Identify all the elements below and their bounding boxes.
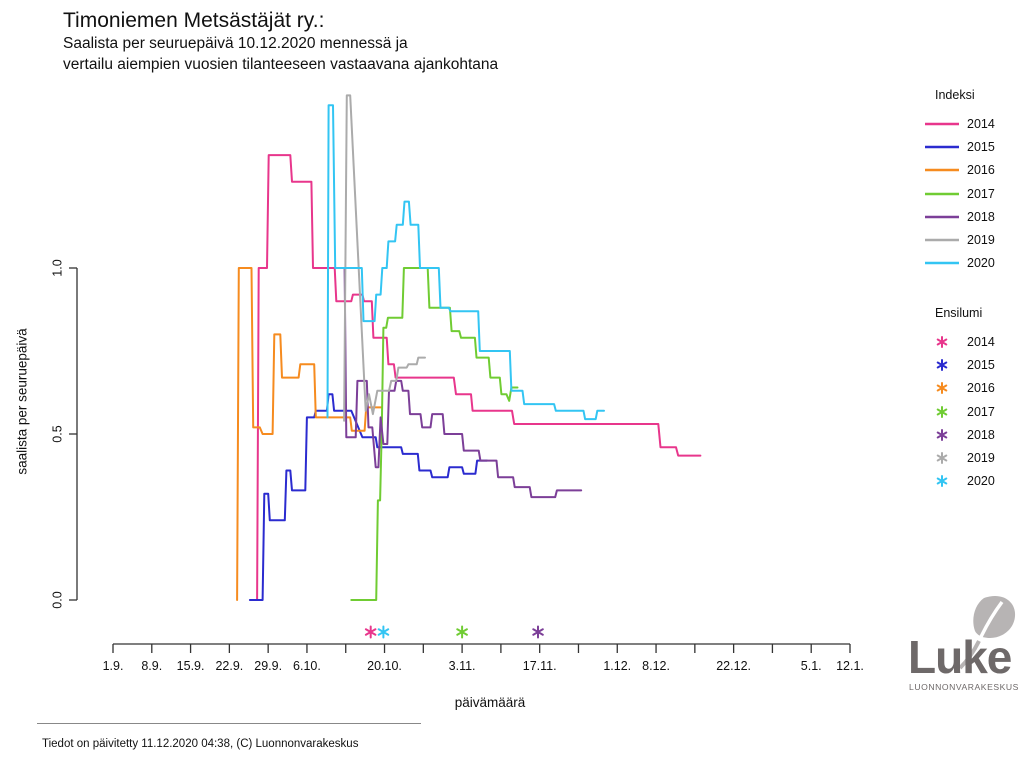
ensilumi-mark-2018 bbox=[532, 625, 544, 639]
footer-updated-text: Tiedot on päivitetty 11.12.2020 04:38, (… bbox=[42, 738, 359, 750]
star-icon bbox=[936, 428, 948, 441]
y-tick-label: 0.5 bbox=[50, 425, 64, 442]
legend-year-label: 2017 bbox=[967, 186, 995, 201]
legend-year-label: 2016 bbox=[967, 163, 995, 178]
legend-ensilumi: Ensilumi 2014 2015 2016 2017 2018 2019 2020 bbox=[925, 306, 1020, 493]
legend-ensilumi-item-2017: 2017 bbox=[925, 400, 1020, 423]
ensilumi-mark-2017 bbox=[456, 625, 468, 639]
legend-indeksi-title: Indeksi bbox=[935, 88, 975, 102]
star-icon bbox=[936, 382, 948, 395]
legend-year-label: 2019 bbox=[967, 451, 995, 466]
legend-line-swatch bbox=[925, 167, 959, 173]
ensilumi-mark-2020 bbox=[377, 625, 390, 639]
legend-year-label: 2018 bbox=[967, 427, 995, 442]
luke-logo: Luke LUONNONVARAKESKUS bbox=[902, 595, 1020, 698]
legend-ensilumi-item-2018: 2018 bbox=[925, 423, 1020, 446]
legend-ensilumi-item-2015: 2015 bbox=[925, 353, 1020, 376]
x-tick-label: 6.10. bbox=[293, 659, 321, 673]
subtitle-line-1: Saalista per seuruepäivä 10.12.2020 menn… bbox=[63, 35, 408, 53]
legend-star-swatch bbox=[925, 474, 959, 488]
legend-ensilumi-item-2020: 2020 bbox=[925, 470, 1020, 493]
footer-divider bbox=[37, 723, 421, 724]
star-icon bbox=[936, 358, 948, 371]
x-tick-label: 1.9. bbox=[103, 659, 124, 673]
x-tick-label: 1.12. bbox=[603, 659, 631, 673]
legend-line-swatch bbox=[925, 191, 959, 197]
x-tick-label: 22.9. bbox=[215, 659, 243, 673]
legend-star-swatch bbox=[925, 451, 959, 465]
legend-line-swatch bbox=[925, 121, 959, 127]
x-tick-label: 20.10. bbox=[367, 659, 402, 673]
x-tick-label: 8.9. bbox=[141, 659, 162, 673]
ensilumi-mark-2014 bbox=[364, 625, 377, 639]
legend-indeksi-item-2019: 2019 bbox=[925, 228, 1020, 251]
legend-indeksi-item-2016: 2016 bbox=[925, 159, 1020, 182]
series-line-2017 bbox=[350, 267, 519, 601]
legend-line-swatch bbox=[925, 214, 959, 220]
x-tick-label: 22.12. bbox=[716, 659, 751, 673]
series-line-2018 bbox=[343, 267, 583, 499]
legend-year-label: 2014 bbox=[967, 116, 995, 131]
star-icon bbox=[936, 452, 948, 465]
page-title: Timoniemen Metsästäjät ry.: bbox=[63, 9, 325, 32]
legend-ensilumi-item-2016: 2016 bbox=[925, 377, 1020, 400]
series-line-2015 bbox=[248, 393, 488, 601]
legend-indeksi-item-2017: 2017 bbox=[925, 182, 1020, 205]
series-line-2019 bbox=[343, 94, 426, 422]
legend-indeksi: Indeksi 2014 2015 2016 2017 2018 2019 2020 bbox=[925, 88, 1020, 275]
series-line-2014 bbox=[256, 154, 702, 601]
x-tick-label: 29.9. bbox=[254, 659, 282, 673]
x-tick-label: 12.1. bbox=[836, 659, 864, 673]
legend-star-swatch bbox=[925, 358, 959, 372]
y-tick-label: 0.0 bbox=[50, 591, 64, 608]
x-tick-label: 8.12. bbox=[642, 659, 670, 673]
legend-year-label: 2015 bbox=[967, 357, 995, 372]
x-tick-label: 15.9. bbox=[177, 659, 205, 673]
legend-year-label: 2020 bbox=[967, 256, 995, 271]
legend-star-swatch bbox=[925, 381, 959, 395]
legend-ensilumi-title: Ensilumi bbox=[935, 306, 983, 320]
legend-star-swatch bbox=[925, 335, 959, 349]
star-icon bbox=[936, 335, 948, 348]
luke-logo-wordmark: Luke bbox=[908, 631, 1012, 683]
series-line-2016 bbox=[236, 267, 383, 601]
subtitle-line-2: vertailu aiempien vuosien tilanteeseen v… bbox=[63, 55, 499, 73]
x-tick-label: 5.1. bbox=[801, 659, 822, 673]
luke-logo-subtext: LUONNONVARAKESKUS bbox=[909, 682, 1019, 692]
legend-year-label: 2014 bbox=[967, 334, 995, 349]
x-tick-label: 17.11. bbox=[523, 659, 557, 673]
star-icon bbox=[936, 405, 948, 418]
series-line-2020 bbox=[326, 104, 605, 421]
legend-line-swatch bbox=[925, 144, 959, 150]
y-tick-label: 1.0 bbox=[50, 259, 64, 276]
legend-ensilumi-item-2014: 2014 bbox=[925, 330, 1020, 353]
legend-star-swatch bbox=[925, 405, 959, 419]
y-axis-label: saalista per seuruepäivä bbox=[14, 328, 30, 475]
x-tick-label: 3.11. bbox=[449, 659, 476, 673]
legend-year-label: 2016 bbox=[967, 381, 995, 396]
legend-year-label: 2018 bbox=[967, 209, 995, 224]
legend-line-swatch bbox=[925, 237, 959, 243]
legend-year-label: 2019 bbox=[967, 233, 995, 248]
luke-leaf-icon bbox=[958, 595, 1016, 670]
legend-ensilumi-item-2019: 2019 bbox=[925, 446, 1020, 469]
legend-year-label: 2015 bbox=[967, 139, 995, 154]
legend-indeksi-item-2014: 2014 bbox=[925, 112, 1020, 135]
legend-year-label: 2020 bbox=[967, 474, 995, 489]
legend-indeksi-item-2018: 2018 bbox=[925, 205, 1020, 228]
legend-indeksi-item-2015: 2015 bbox=[925, 135, 1020, 158]
legend-indeksi-item-2020: 2020 bbox=[925, 252, 1020, 275]
title-block: Timoniemen Metsästäjät ry.: Saalista per… bbox=[63, 8, 498, 75]
star-icon bbox=[936, 475, 948, 488]
x-axis-label: päivämäärä bbox=[454, 695, 526, 710]
legend-line-swatch bbox=[925, 260, 959, 266]
legend-year-label: 2017 bbox=[967, 404, 995, 419]
legend-star-swatch bbox=[925, 428, 959, 442]
